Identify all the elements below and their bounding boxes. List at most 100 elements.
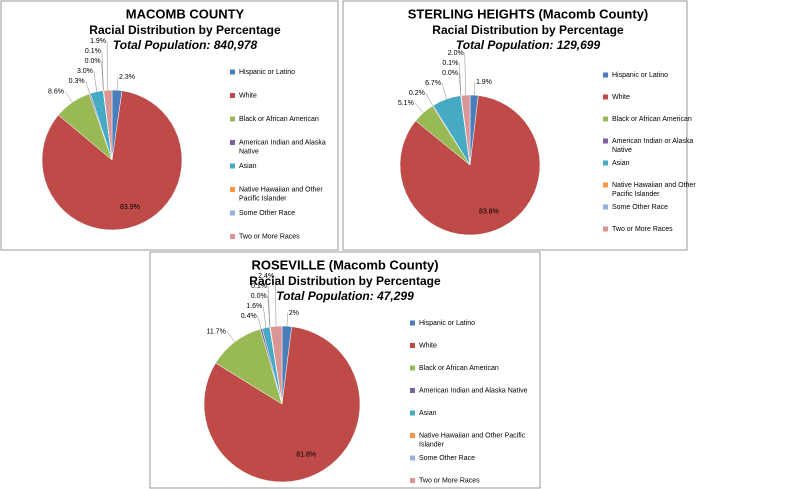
value-label: 83.9%	[120, 204, 140, 211]
legend-swatch	[603, 94, 608, 100]
legend-swatch	[230, 93, 235, 98]
legend-swatch	[603, 204, 608, 210]
leader-line	[286, 313, 288, 327]
leader-line	[101, 51, 104, 91]
legend-swatch	[410, 478, 415, 483]
legend-label: Native Hawaiian and Other Pacific Islande…	[419, 432, 526, 448]
value-label: 0.0%	[85, 58, 101, 65]
legend-swatch	[603, 116, 608, 122]
legend-label: Native Hawaiian and Other Pacific Islande…	[239, 186, 323, 202]
legend-swatch	[230, 210, 235, 216]
value-label: 83.8%	[479, 209, 499, 216]
leader-line	[64, 91, 73, 103]
value-label: 0.1%	[251, 283, 267, 290]
chart-subtitle: Racial Distribution by Percentage	[432, 23, 624, 37]
value-label: 2.3%	[119, 74, 135, 81]
value-label: 1.9%	[476, 79, 492, 86]
chart-subtitle: Racial Distribution by Percentage	[89, 23, 281, 37]
population-label: Total Population: 129,699	[456, 38, 601, 52]
chart-title: ROSEVILLE (Macomb County)	[251, 257, 438, 272]
legend-label: Asian	[612, 160, 630, 167]
legend-label: Black or African American	[239, 116, 319, 123]
legend-label: Black or African American	[419, 365, 499, 372]
leader-line	[226, 331, 235, 343]
legend-swatch	[230, 163, 235, 169]
value-label: 2.0%	[448, 50, 464, 57]
legend-swatch	[410, 320, 415, 326]
leader-line	[257, 316, 262, 329]
pie-slice	[203, 326, 361, 483]
legend-swatch	[410, 410, 415, 416]
legend-swatch	[603, 182, 608, 188]
leader-line	[106, 41, 109, 91]
pie-slice	[399, 95, 541, 236]
legend-label: White	[612, 94, 630, 101]
value-label: 81.8%	[296, 452, 316, 459]
value-label: 0.4%	[241, 313, 257, 320]
leader-line	[263, 306, 267, 328]
legend-swatch	[603, 226, 608, 232]
leader-line	[414, 102, 424, 113]
leader-line	[267, 296, 271, 327]
value-label: 8.6%	[48, 88, 64, 95]
value-label: 0.1%	[442, 60, 458, 67]
leader-line	[459, 62, 462, 96]
legend-label: White	[239, 92, 257, 99]
legend-swatch	[410, 388, 415, 393]
value-label: 0.1%	[85, 48, 101, 55]
value-label: 11.7%	[207, 328, 226, 335]
leader-line	[458, 72, 462, 96]
leader-line	[274, 276, 277, 327]
legend-swatch	[230, 116, 235, 122]
legend-swatch	[603, 138, 608, 144]
chart-title: MACOMB COUNTY	[126, 6, 245, 21]
legend-label: Hispanic or Latino	[419, 320, 475, 327]
legend-swatch	[410, 455, 415, 461]
legend-label: White	[419, 342, 437, 349]
legend-label: Two or More Races	[239, 233, 300, 240]
chart-subtitle: Racial Distribution by Percentage	[249, 274, 441, 288]
pie-slice	[41, 90, 183, 231]
value-label: 2.4%	[258, 273, 274, 280]
leader-line	[85, 81, 91, 94]
leader-line	[441, 82, 447, 100]
legend-swatch	[410, 365, 415, 371]
value-label: 2%	[289, 310, 299, 317]
legend-swatch	[603, 160, 608, 166]
legend-label: Black or African American	[612, 116, 692, 123]
leader-line	[425, 92, 434, 106]
legend-label: American Indian or Alaska Native	[612, 138, 693, 154]
legend-label: Asian	[419, 410, 437, 417]
value-label: 0.2%	[409, 90, 425, 97]
legend-swatch	[410, 343, 415, 348]
leader-line	[93, 71, 97, 92]
leader-line	[464, 52, 466, 96]
leader-line	[473, 82, 476, 96]
legend-swatch	[230, 187, 235, 192]
leader-line	[267, 286, 271, 327]
legend-swatch	[230, 234, 235, 239]
population-label: Total Population: 840,978	[113, 38, 258, 52]
value-label: 0.0%	[442, 70, 458, 77]
legend-label: Two or More Races	[419, 477, 480, 484]
legend-label: Asian	[239, 163, 257, 170]
legend-label: Two or More Races	[612, 226, 673, 233]
value-label: 6.7%	[425, 80, 441, 87]
legend-swatch	[410, 433, 415, 438]
legend-label: Some Other Race	[239, 210, 295, 217]
legend-label: American Indian and Alaska Native	[239, 139, 326, 155]
legend-swatch	[230, 69, 235, 75]
legend-label: Native Hawaiian and Other Pacific Islande…	[612, 182, 696, 198]
chart-title: STERLING HEIGHTS (Macomb County)	[408, 6, 649, 21]
legend-label: Hispanic or Latino	[239, 69, 295, 76]
value-label: 0.0%	[251, 293, 267, 300]
value-label: 0.3%	[69, 78, 85, 85]
value-label: 1.9%	[90, 38, 106, 45]
leader-line	[116, 77, 119, 91]
value-label: 3.0%	[77, 68, 93, 75]
legend-swatch	[230, 140, 235, 145]
population-label: Total Population: 47,299	[276, 289, 414, 303]
value-label: 5.1%	[398, 100, 414, 107]
legend-swatch	[603, 72, 608, 78]
